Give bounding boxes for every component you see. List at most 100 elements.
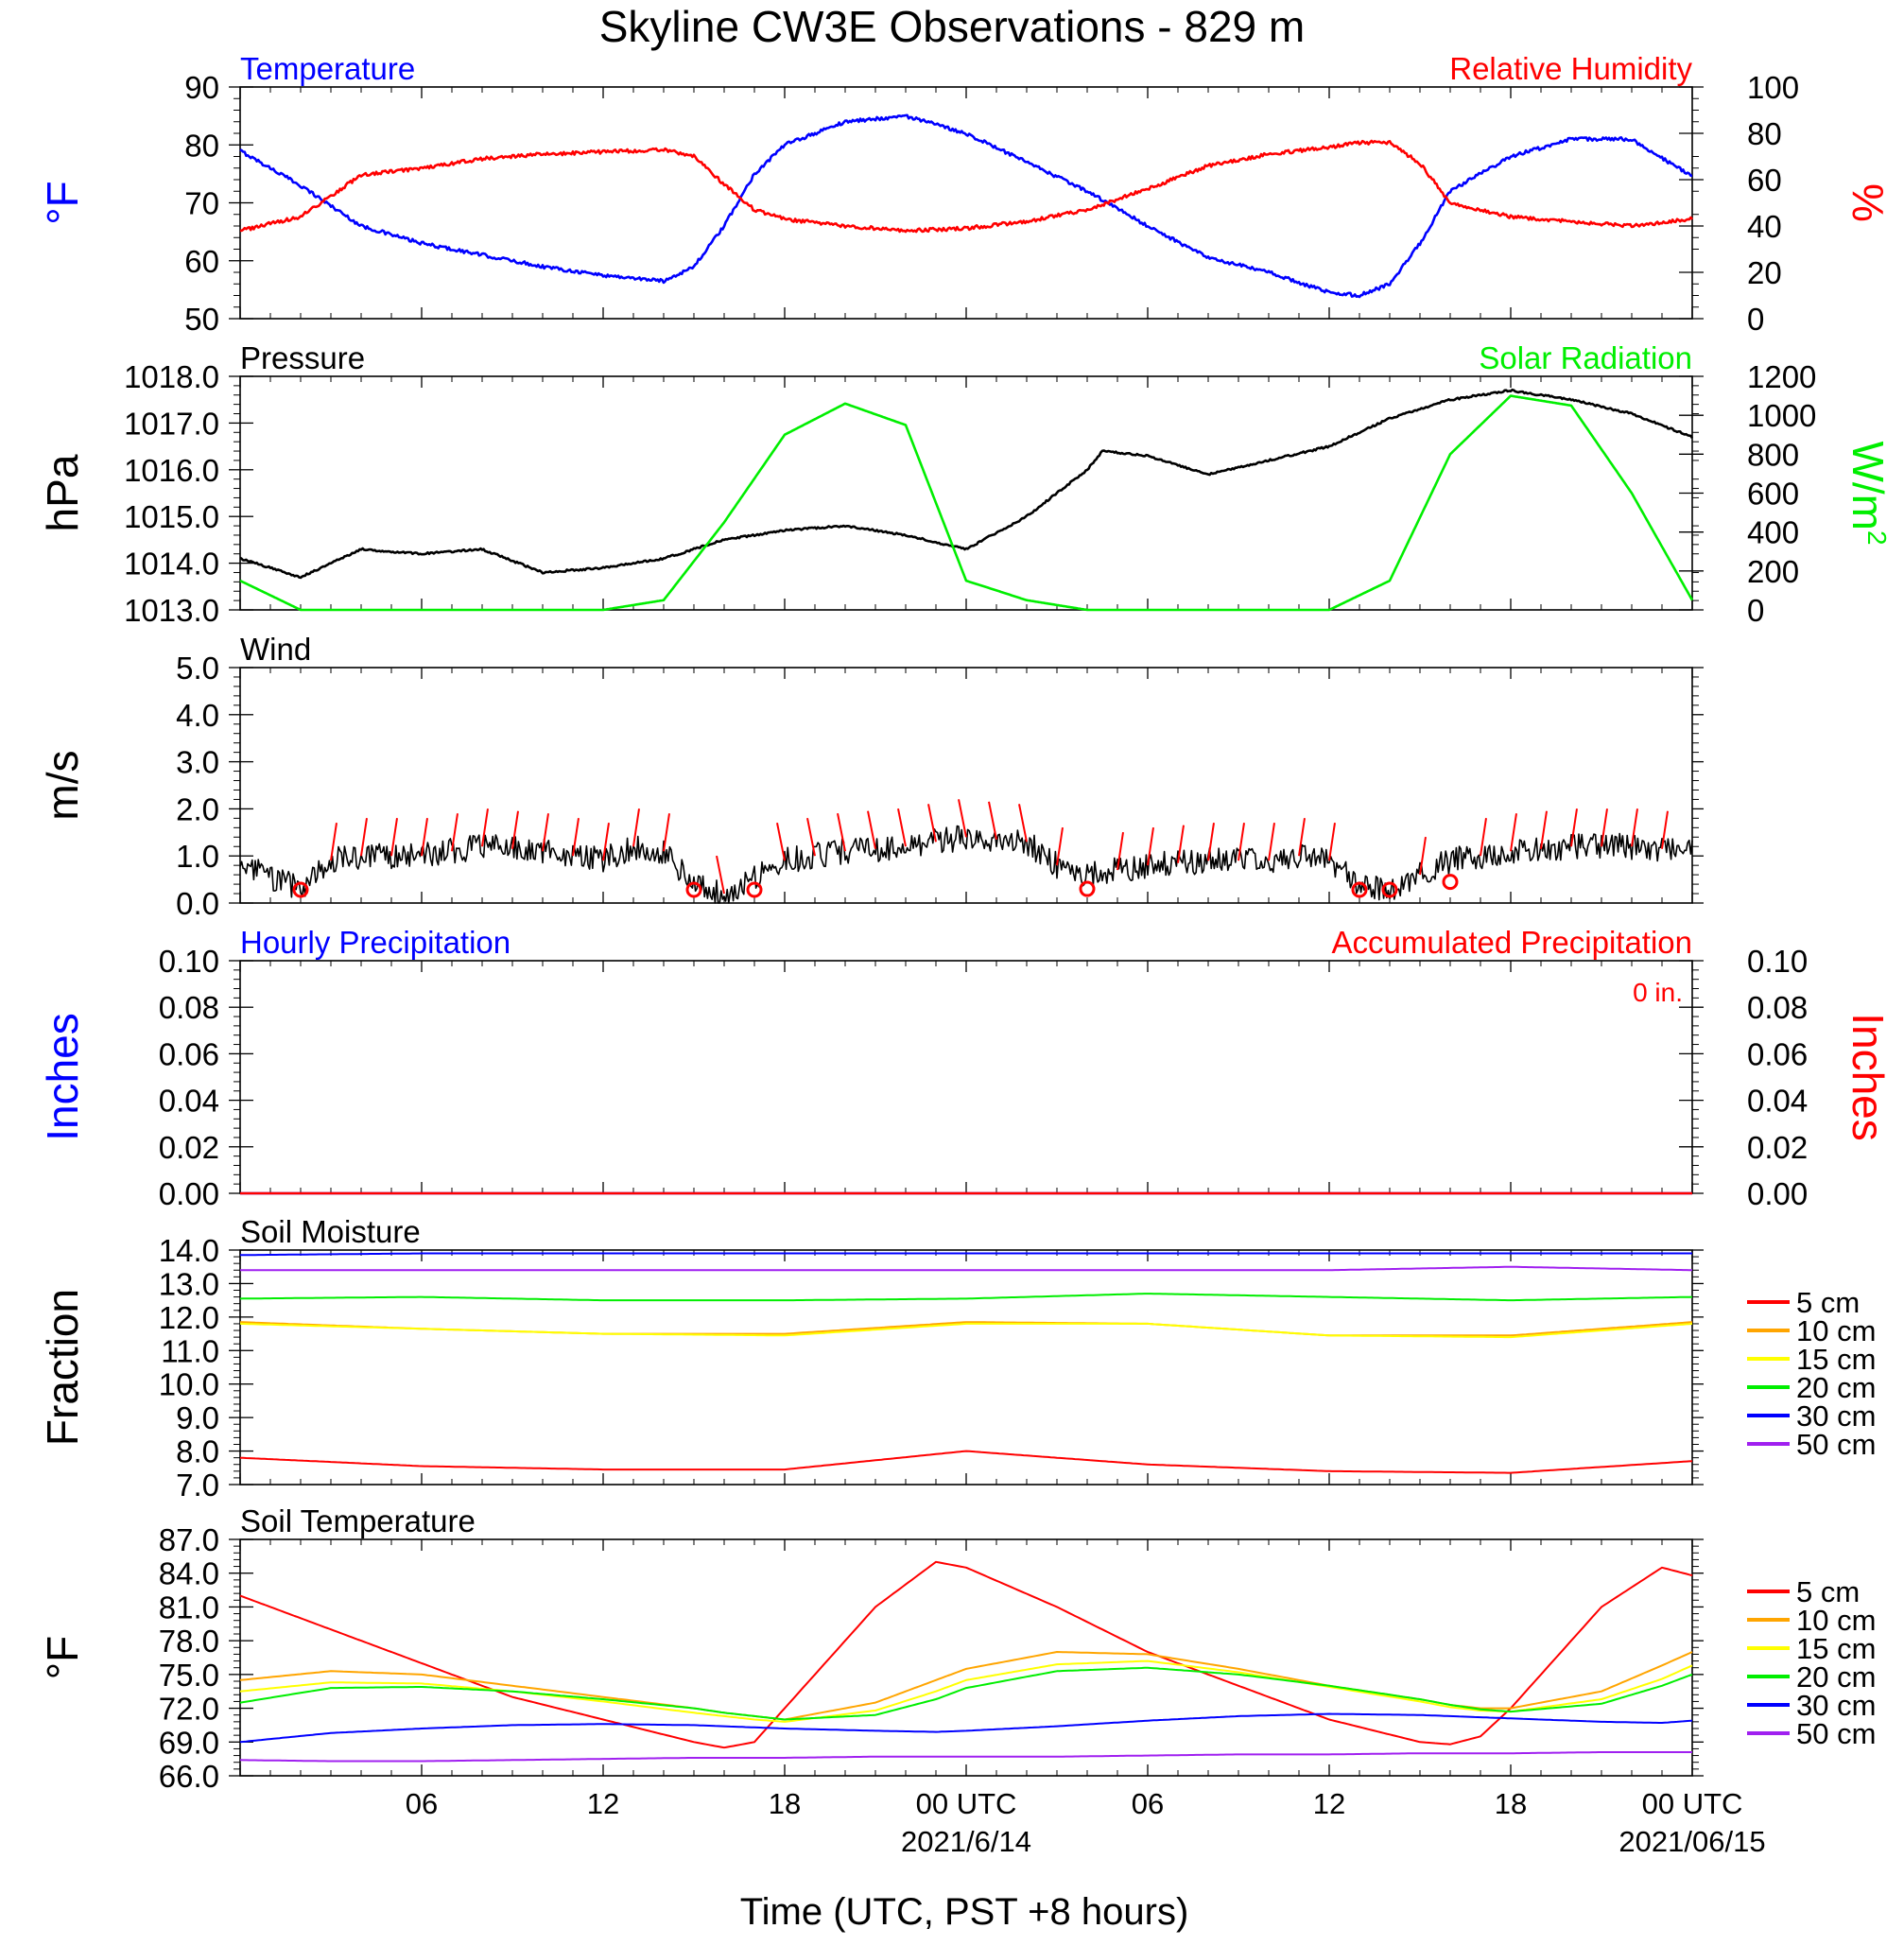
y-tick-label-left: 4.0: [176, 698, 219, 733]
wind-barb: [1510, 813, 1517, 852]
wind-barb: [1177, 825, 1185, 863]
chart-title: Skyline CW3E Observations - 829 m: [599, 2, 1306, 51]
y-tick-label-left: 13.0: [159, 1266, 219, 1301]
y-tick-label-left: 84.0: [159, 1556, 219, 1591]
y-tick-label-left: 0.0: [176, 886, 219, 921]
wind-barb: [451, 813, 459, 852]
series-line-20-cm: [239, 1666, 1693, 1721]
y-tick-label-right: 0.06: [1747, 1036, 1808, 1071]
wind-barb: [837, 813, 846, 852]
wind-barb: [1018, 804, 1028, 843]
y-tick-label-left: 60: [184, 244, 219, 279]
y-tick-label-right: 20: [1747, 255, 1782, 290]
legend-label: 30 cm: [1796, 1689, 1876, 1722]
series-line-5-cm: [239, 1450, 1693, 1474]
y-axis-label-left: °F: [38, 1636, 87, 1680]
y-tick-label-left: 50: [184, 302, 219, 337]
wind-barb: [663, 813, 670, 852]
wind-barb: [572, 818, 580, 857]
panel-frame: [239, 86, 1693, 320]
x-tick-label: 00 UTC: [1642, 1787, 1743, 1820]
panel-soil-temperature: 87.084.081.078.075.072.069.066.0 Soil Tem…: [38, 1503, 1876, 1794]
y-axis-label-left: m/s: [38, 750, 87, 820]
y-tick-label-right: 100: [1747, 70, 1799, 105]
y-tick-label-right: 400: [1747, 515, 1799, 550]
y-tick-label-left: 3.0: [176, 745, 219, 780]
y-tick-label-left: 12.0: [159, 1300, 219, 1335]
y-tick-label-left: 1018.0: [124, 359, 219, 394]
panel-label-left: Hourly Precipitation: [240, 925, 511, 960]
y-tick-label-left: 1017.0: [124, 406, 219, 441]
y-tick-label-left: 70: [184, 186, 219, 221]
series-line-50-cm: [239, 1751, 1692, 1763]
y-axis-label-left: Inches: [38, 1013, 87, 1141]
series-line-20-cm: [239, 1293, 1693, 1302]
y-tick-label-right: 60: [1747, 163, 1782, 198]
y-tick-label-right: 600: [1747, 477, 1799, 512]
panel-label-right: Accumulated Precipitation: [1331, 925, 1692, 960]
panel-label-left: Soil Temperature: [240, 1503, 476, 1538]
x-axis-label: Time (UTC, PST +8 hours): [740, 1891, 1189, 1933]
panel-pressure-solar: 1018.0 1017.0 1016.0 1015.0 1014.0 1013.0 1200…: [38, 340, 1893, 628]
wind-barb: [927, 804, 937, 843]
wind-barb: [1268, 823, 1275, 861]
wind-barb: [602, 823, 610, 861]
wind-barb: [1661, 810, 1669, 849]
panel-frame: [239, 1538, 1693, 1777]
legend-label: 20 cm: [1796, 1660, 1876, 1694]
y-tick-label-left: 66.0: [159, 1759, 219, 1794]
y-tick-label-left: 0.04: [159, 1084, 219, 1119]
y-tick-label-left: 5.0: [176, 651, 219, 686]
y-tick-label-left: 0.08: [159, 990, 219, 1025]
y-tick-label-left: 10.0: [159, 1367, 219, 1402]
wind-barb: [542, 813, 549, 852]
wind-barb: [1056, 827, 1064, 866]
wind-barb: [632, 808, 640, 847]
y-tick-label-left: 9.0: [176, 1400, 219, 1435]
wind-barb: [1480, 818, 1487, 857]
y-tick-label-left: 2.0: [176, 791, 219, 826]
y-tick-label-left: 11.0: [161, 1333, 219, 1368]
series-line-pressure: [239, 388, 1694, 580]
y-tick-label-left: 0.00: [159, 1176, 219, 1211]
y-axis-label-right: W/m2: [1843, 441, 1893, 545]
calm-wind-marker: [746, 881, 763, 898]
legend-label: 50 cm: [1796, 1428, 1876, 1461]
series-line-solar-radiation: [239, 394, 1694, 612]
x-tick-label: 18: [769, 1787, 801, 1820]
y-tick-label-right: 1000: [1747, 398, 1816, 433]
y-axis-label-right: Inches: [1843, 1013, 1893, 1141]
legend-label: 50 cm: [1796, 1717, 1876, 1750]
wind-barb: [1601, 808, 1608, 847]
wind-barb: [421, 818, 428, 857]
x-tick-label: 06: [1132, 1787, 1164, 1820]
calm-wind-marker: [1079, 880, 1096, 897]
wind-barb: [360, 818, 368, 857]
series-line-relative-humidity: [239, 139, 1693, 234]
series-line-50-cm: [240, 1265, 1693, 1272]
y-tick-label-right: 80: [1747, 116, 1782, 151]
series-line-temperature: [239, 113, 1693, 299]
panel-precipitation: 0.10 0.08 0.06 0.04 0.02 0.00 0.10 0.08 0.06 0.04…: [38, 925, 1893, 1211]
wind-barb: [806, 818, 816, 857]
y-tick-label-left: 80: [184, 128, 219, 163]
y-tick-label-left: 0.02: [159, 1130, 219, 1165]
y-tick-label-right: 0.08: [1747, 990, 1808, 1025]
wind-barb: [390, 818, 398, 857]
panel-label-left: Pressure: [240, 340, 365, 375]
legend-label: 30 cm: [1796, 1399, 1876, 1433]
legend-label: 5 cm: [1796, 1286, 1860, 1319]
wind-barb: [1419, 836, 1427, 876]
legend-label: 10 cm: [1796, 1604, 1876, 1637]
panel-soil-moisture: 14.013.012.011.010.09.08.07.0 Soil Moistu…: [38, 1214, 1876, 1503]
y-tick-label-right: 0.10: [1747, 944, 1808, 979]
y-tick-label-left: 78.0: [159, 1624, 219, 1659]
panel-label-left: Soil Moisture: [240, 1214, 421, 1249]
y-tick-label-right: 1200: [1747, 359, 1816, 394]
panel-wind: 5.0 4.0 3.0 2.0 1.0 0.0 Wind m/s: [38, 632, 1704, 921]
y-tick-label-left: 90: [184, 70, 219, 105]
wind-barb: [1298, 818, 1306, 857]
legend-label: 10 cm: [1796, 1314, 1876, 1347]
y-axis-label-superscript: 2: [1862, 530, 1892, 546]
